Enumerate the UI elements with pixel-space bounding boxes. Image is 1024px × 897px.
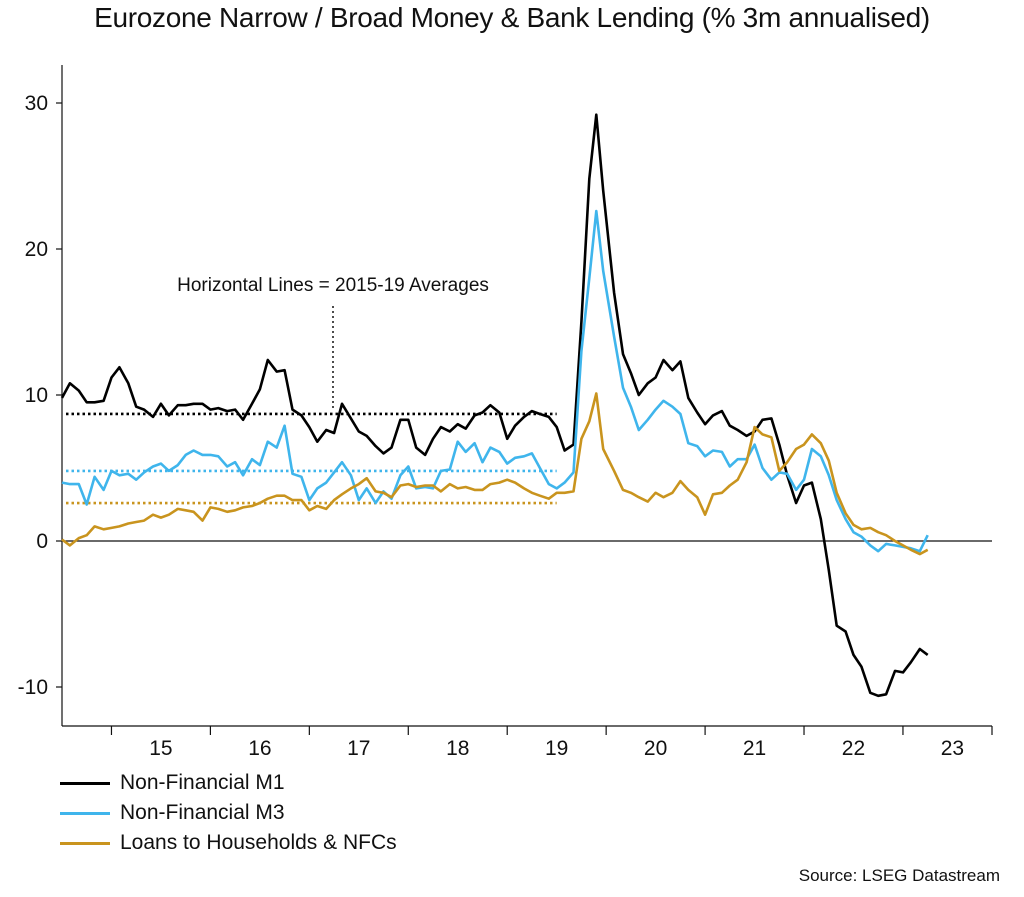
legend-item: Non-Financial M1 [60, 768, 397, 798]
series-lines [60, 113, 929, 698]
x-tick-label: 18 [446, 737, 469, 760]
y-tick-label: 30 [25, 92, 48, 115]
legend-swatch [60, 811, 110, 815]
y-tick-label: 0 [36, 530, 48, 553]
legend-label: Non-Financial M3 [120, 801, 285, 824]
legend-swatch [60, 781, 110, 785]
y-tick-label: 20 [25, 238, 48, 261]
x-tick-label: 22 [842, 737, 865, 760]
y-tick-label: -10 [18, 676, 48, 699]
annotation-text: Horizontal Lines = 2015-19 Averages [177, 275, 489, 296]
axes: 30 20 10 0 -10 15 16 17 18 19 20 21 22 23 [18, 65, 993, 760]
y-tick-label: 10 [25, 384, 48, 407]
series-line [61, 392, 929, 556]
legend-label: Loans to Households & NFCs [120, 831, 397, 854]
x-tick-label: 17 [347, 737, 370, 760]
source-note: Source: LSEG Datastream [798, 866, 1000, 885]
legend-item: Non-Financial M3 [60, 798, 397, 828]
legend-label: Non-Financial M1 [120, 771, 285, 794]
legend-item: Loans to Households & NFCs [60, 828, 397, 858]
legend-swatch [60, 841, 110, 845]
series-line [60, 113, 929, 698]
series-line [61, 209, 929, 553]
x-tick-label: 23 [941, 737, 964, 760]
chart-title: Eurozone Narrow / Broad Money & Bank Len… [94, 2, 930, 33]
x-tick-label: 20 [644, 737, 667, 760]
x-tick-label: 16 [248, 737, 271, 760]
legend: Non-Financial M1 Non-Financial M3 Loans to… [60, 768, 397, 858]
x-tick-label: 15 [149, 737, 172, 760]
annotation: Horizontal Lines = 2015-19 Averages [177, 275, 489, 409]
x-tick-label: 19 [545, 737, 568, 760]
x-tick-label: 21 [743, 737, 766, 760]
